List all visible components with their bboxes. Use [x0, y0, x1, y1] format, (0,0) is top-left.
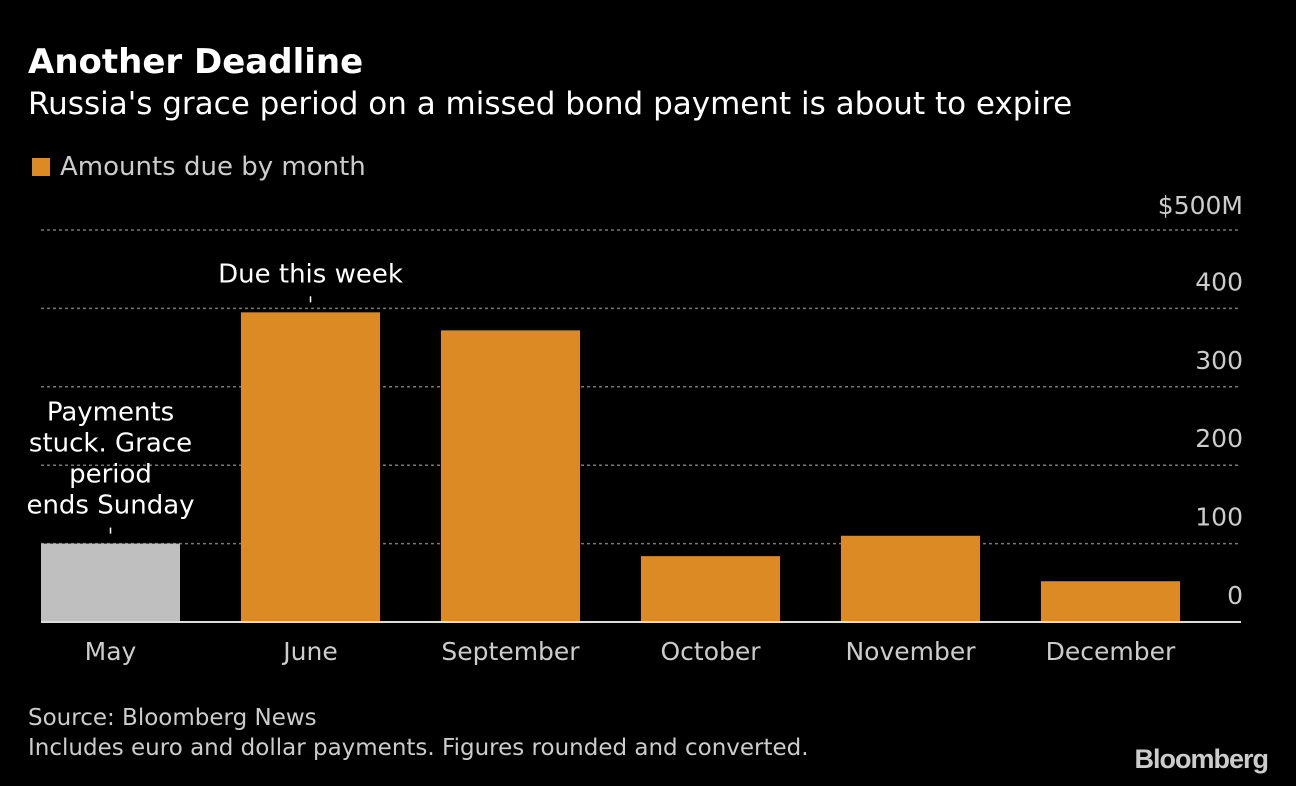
annotation-text: period	[69, 460, 152, 490]
source-note: Source: Bloomberg News	[28, 705, 317, 731]
bar-october	[641, 556, 780, 622]
bar-may	[41, 543, 180, 622]
bar-december	[1041, 581, 1180, 622]
y-tick-label: 200	[1195, 424, 1243, 453]
footnote: Includes euro and dollar payments. Figur…	[28, 735, 809, 761]
x-tick-label: December	[1046, 637, 1176, 666]
y-tick-label: 400	[1195, 267, 1243, 296]
x-tick-label: November	[845, 637, 976, 666]
y-tick-label: 100	[1195, 503, 1243, 532]
x-tick-label: September	[441, 637, 580, 666]
annotation-text: stuck. Grace	[29, 429, 192, 459]
annotation-text: Payments	[47, 398, 174, 428]
bar-june	[241, 312, 380, 622]
legend-label: Amounts due by month	[60, 152, 366, 182]
bar-november	[841, 535, 980, 622]
chart-title: Another Deadline	[28, 42, 364, 82]
y-tick-label: 300	[1195, 346, 1243, 375]
chart-subtitle: Russia's grace period on a missed bond p…	[28, 86, 1073, 122]
annotation-text: ends Sunday	[26, 491, 194, 521]
x-tick-label: June	[281, 637, 337, 666]
legend-swatch	[32, 158, 50, 176]
bar-september	[441, 330, 580, 622]
x-tick-label: October	[660, 637, 761, 666]
bloomberg-logo: Bloomberg	[1134, 744, 1269, 774]
x-tick-label: May	[85, 637, 137, 666]
y-tick-label: $500M	[1158, 191, 1243, 220]
bar-chart: 0 100 200 300 400 $500M May June September Octobe…	[26, 191, 1243, 666]
legend: Amounts due by month	[32, 152, 366, 182]
y-tick-label: 0	[1227, 581, 1243, 610]
annotation-text: Due this week	[218, 259, 403, 289]
